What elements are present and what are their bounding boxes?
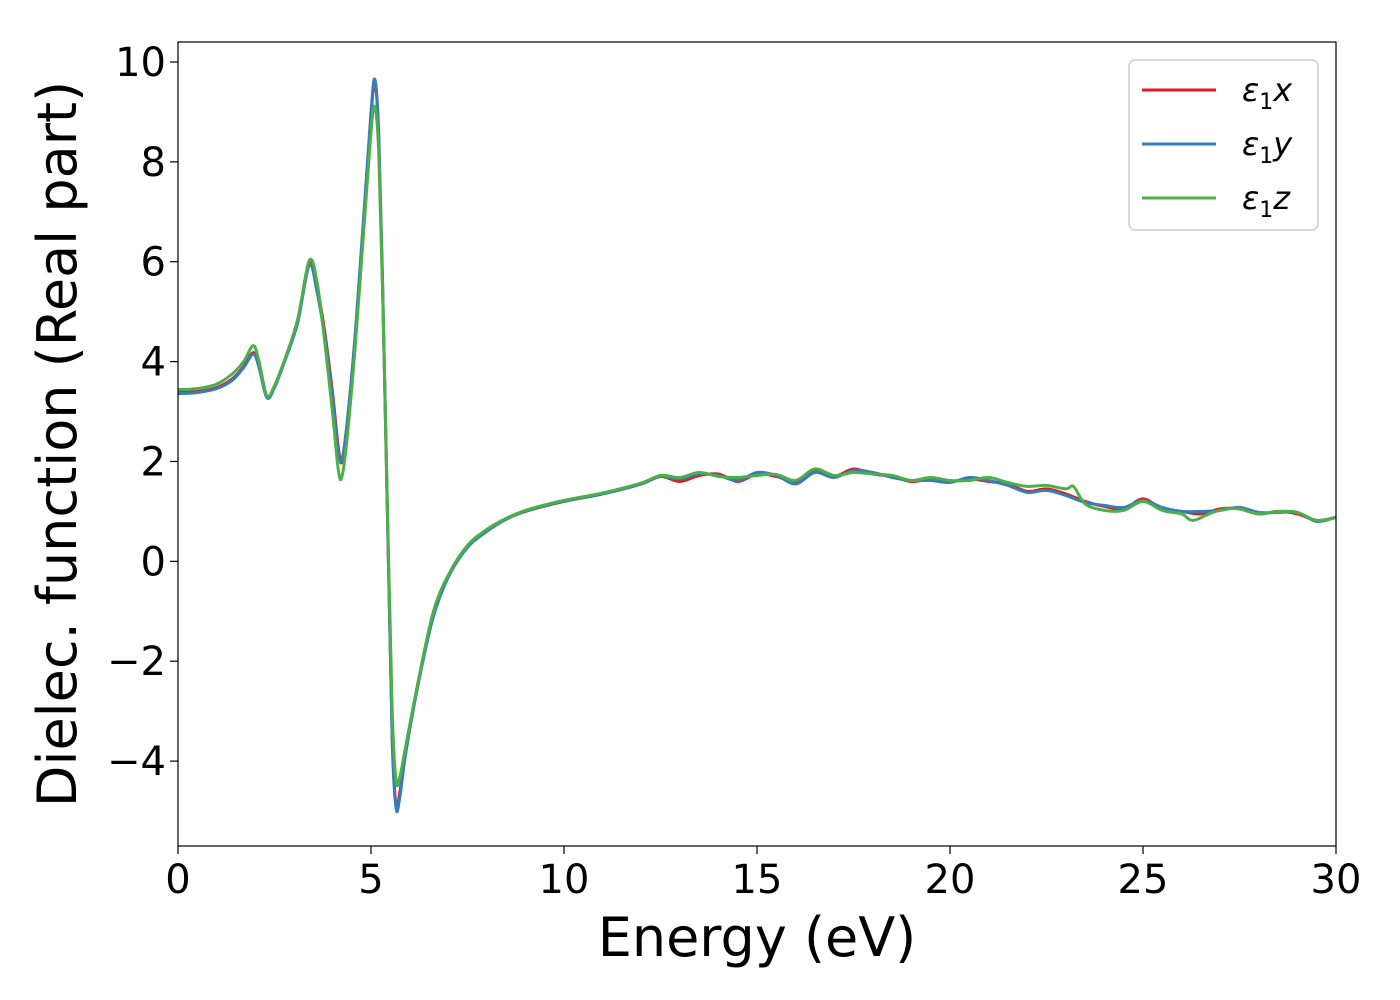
legend-label-y: ε1y (1242, 125, 1293, 169)
legend: ε1x ε1y ε1z (1128, 59, 1319, 231)
y-tick-label: 10 (115, 40, 166, 86)
legend-label-x: ε1x (1242, 71, 1293, 115)
legend-box (1128, 59, 1319, 231)
x-tick-label: 30 (1311, 857, 1362, 903)
x-tick-label: 0 (165, 857, 190, 903)
x-tick-label: 15 (732, 857, 783, 903)
y-tick-label: −4 (107, 739, 166, 785)
y-tick-label: 6 (141, 240, 166, 286)
legend-label-z: ε1z (1242, 179, 1291, 223)
x-tick-label: 5 (358, 857, 383, 903)
y-axis-label: Dielec. function (Real part) (26, 81, 89, 807)
series-line-z (177, 104, 1337, 788)
x-axis-label: Energy (eV) (598, 906, 917, 969)
x-tick-label: 25 (1118, 857, 1169, 903)
y-tick-label: 0 (141, 539, 166, 585)
y-tick-label: −2 (107, 639, 166, 685)
y-tick-label: 4 (141, 340, 166, 386)
tick-layer: 0 5 10 15 20 25 30 −4 −2 0 2 4 6 8 10 (107, 40, 1361, 903)
series-layer (177, 77, 1337, 814)
x-tick-label: 10 (539, 857, 590, 903)
y-tick-label: 8 (141, 140, 166, 186)
x-tick-label: 20 (925, 857, 976, 903)
y-tick-label: 2 (141, 439, 166, 485)
